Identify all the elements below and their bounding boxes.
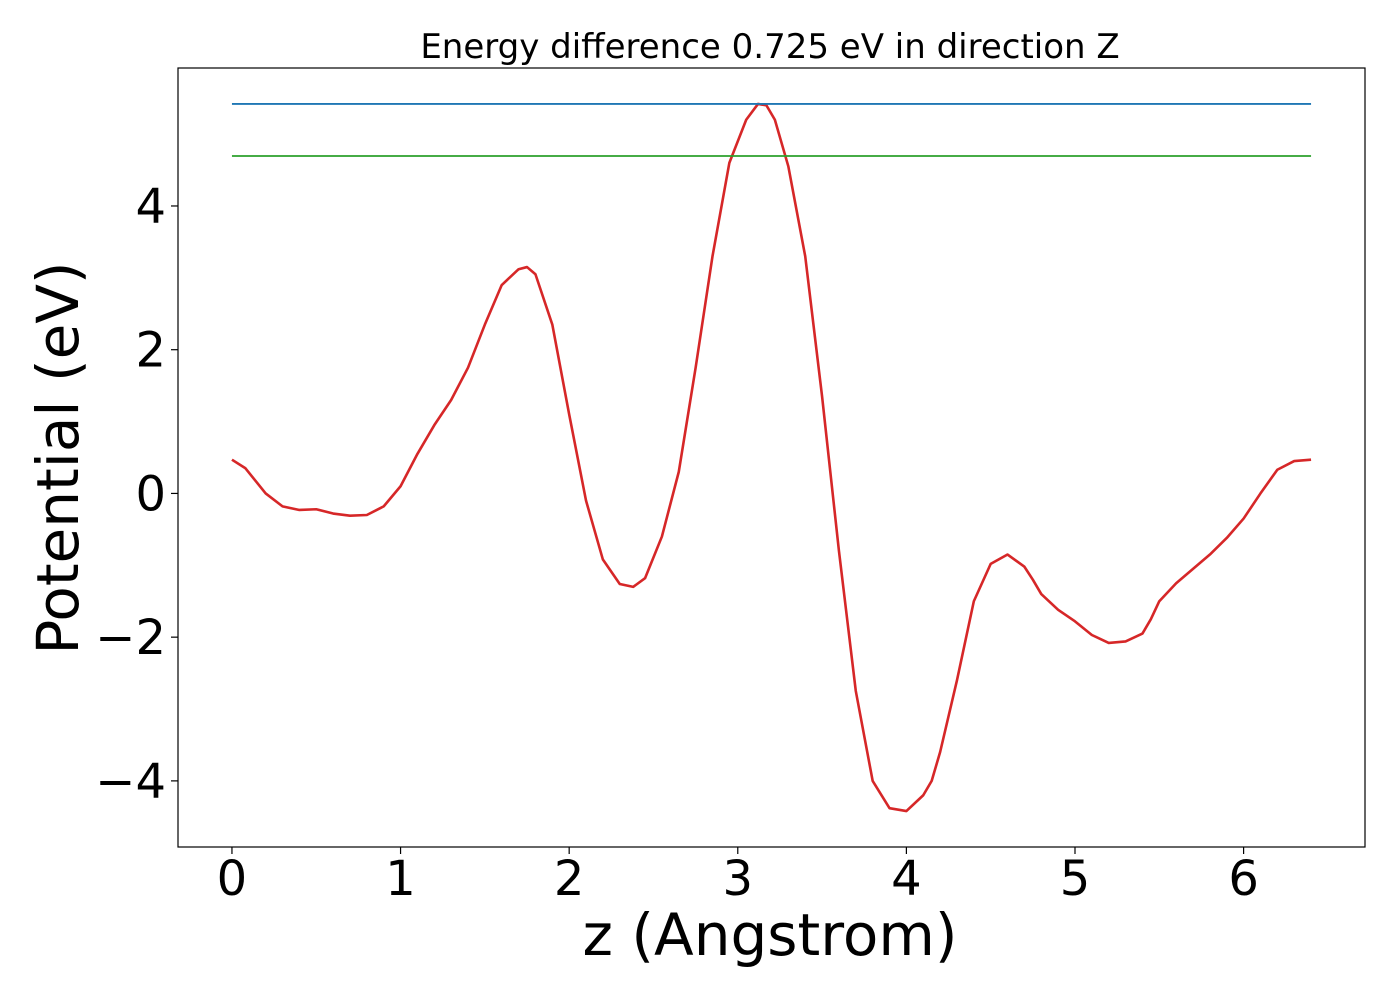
series-layer <box>231 102 1312 813</box>
x-tick-label: 4 <box>891 851 922 907</box>
y-tick-label: 4 <box>135 179 166 235</box>
y-axis-ticks: −4 −2 0 2 4 <box>95 179 178 810</box>
x-tick-label: 3 <box>723 851 754 907</box>
x-tick-label: 0 <box>217 851 248 907</box>
x-tick-label: 2 <box>554 851 585 907</box>
y-tick-label: 0 <box>135 466 166 522</box>
y-tick-label: 2 <box>135 323 166 379</box>
x-tick-label: 6 <box>1228 851 1259 907</box>
y-tick-label: −4 <box>95 754 166 810</box>
x-axis-label: z (Angstrom) <box>583 901 958 969</box>
x-tick-label: 5 <box>1060 851 1091 907</box>
x-tick-label: 1 <box>385 851 416 907</box>
y-tick-label: −2 <box>95 610 166 666</box>
y-axis-label: Potential (eV) <box>24 261 92 654</box>
chart-title: Energy difference 0.725 eV in direction … <box>420 27 1119 67</box>
series-line-1 <box>231 102 1312 813</box>
x-axis-ticks: 0 1 2 3 4 5 6 <box>217 847 1259 907</box>
plot-frame <box>177 67 1366 848</box>
